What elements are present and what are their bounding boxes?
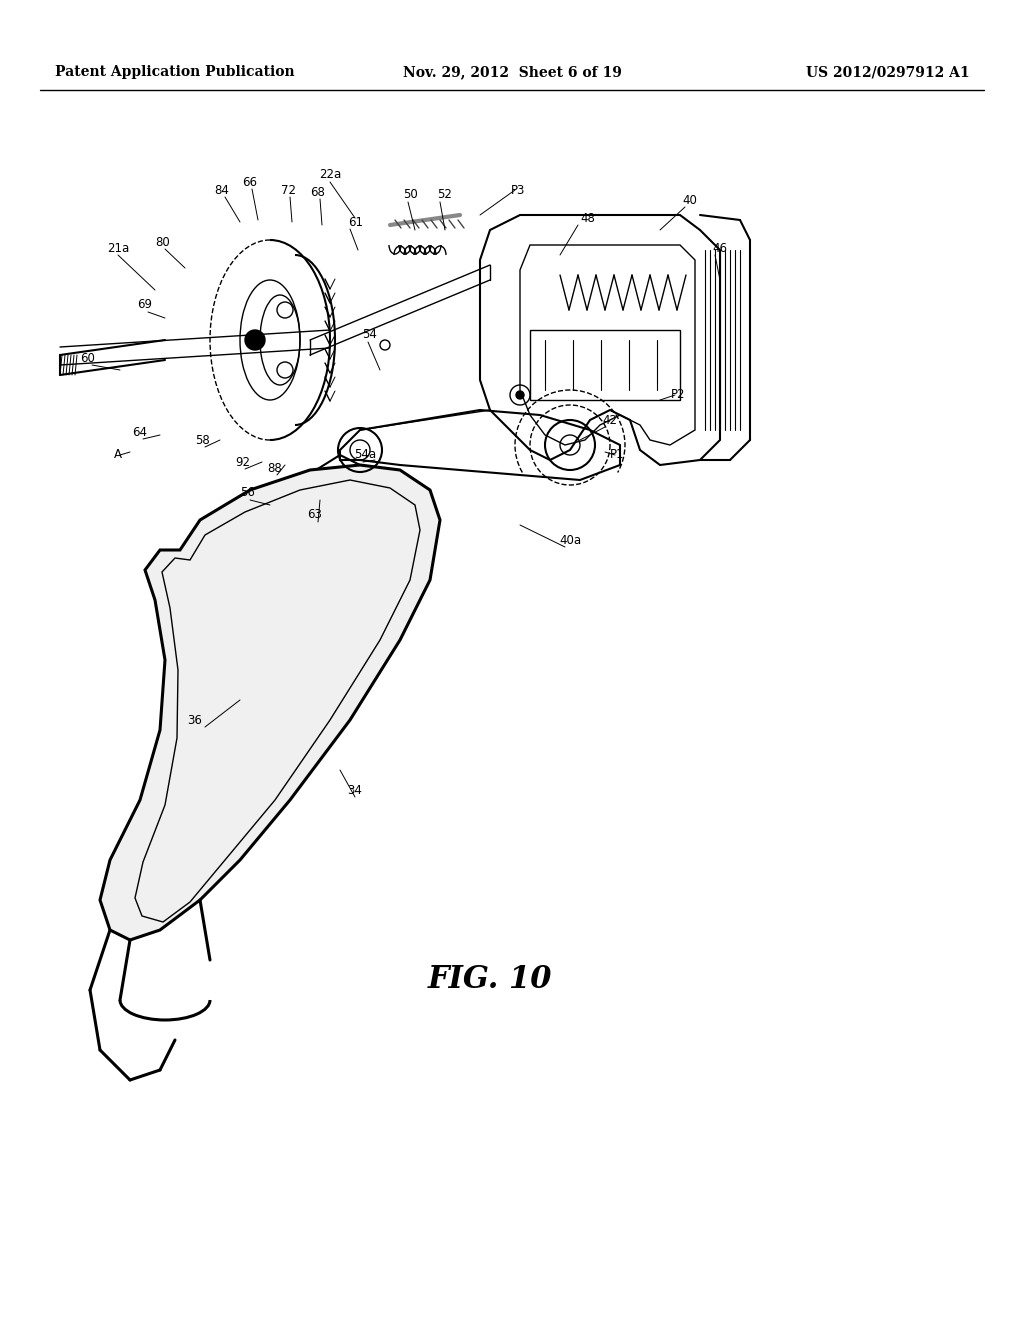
Text: A: A (114, 449, 122, 462)
Text: 69: 69 (137, 298, 153, 312)
Text: 63: 63 (307, 508, 323, 521)
Text: 36: 36 (187, 714, 203, 726)
Text: Patent Application Publication: Patent Application Publication (55, 65, 295, 79)
Text: 64: 64 (132, 425, 147, 438)
Text: 34: 34 (347, 784, 362, 796)
Text: 54: 54 (362, 329, 378, 342)
Text: 21a: 21a (106, 242, 129, 255)
Text: 56: 56 (241, 487, 255, 499)
Text: 40a: 40a (559, 533, 581, 546)
Text: 48: 48 (581, 211, 595, 224)
Text: 22a: 22a (318, 169, 341, 181)
Polygon shape (100, 465, 440, 940)
Circle shape (245, 330, 265, 350)
Text: 60: 60 (81, 351, 95, 364)
Text: 92: 92 (236, 455, 251, 469)
Text: Nov. 29, 2012  Sheet 6 of 19: Nov. 29, 2012 Sheet 6 of 19 (402, 65, 622, 79)
Text: 61: 61 (348, 215, 364, 228)
Text: P3: P3 (511, 183, 525, 197)
Text: 66: 66 (243, 176, 257, 189)
Text: FIG. 10: FIG. 10 (428, 965, 552, 995)
Text: 88: 88 (267, 462, 283, 474)
Text: US 2012/0297912 A1: US 2012/0297912 A1 (806, 65, 970, 79)
Text: 68: 68 (310, 186, 326, 198)
Text: 58: 58 (195, 433, 209, 446)
Text: 72: 72 (281, 183, 296, 197)
Text: P2: P2 (671, 388, 685, 401)
Text: 54a: 54a (354, 449, 376, 462)
Text: 50: 50 (402, 189, 418, 202)
Text: 84: 84 (215, 183, 229, 197)
Text: 40: 40 (683, 194, 697, 206)
Text: P1: P1 (609, 449, 625, 462)
Circle shape (516, 391, 524, 399)
Text: 46: 46 (713, 242, 727, 255)
Text: 42: 42 (602, 413, 617, 426)
Text: 52: 52 (437, 189, 453, 202)
Text: 80: 80 (156, 235, 170, 248)
